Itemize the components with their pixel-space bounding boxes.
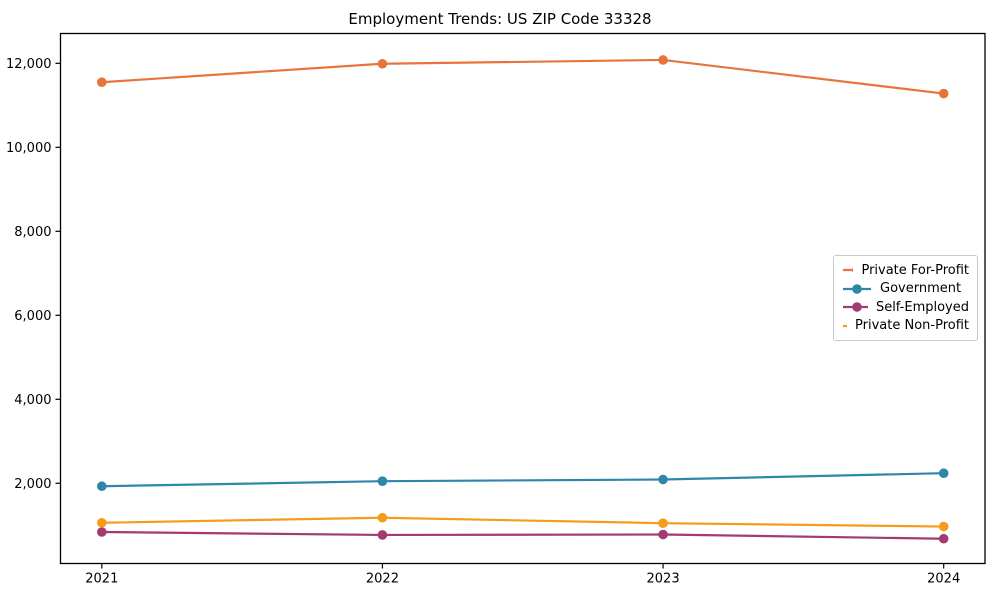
legend-label: Government xyxy=(880,281,962,297)
series-line xyxy=(100,516,945,528)
series-line xyxy=(100,58,945,95)
legend-label: Private Non-Profit xyxy=(855,318,969,334)
legend-label: Private For-Profit xyxy=(861,262,969,278)
chart-title: Employment Trends: US ZIP Code 33328 xyxy=(348,10,652,28)
data-point-marker xyxy=(97,481,107,492)
legend-label: Self-Employed xyxy=(875,299,969,315)
legend-item: Private Non-Profit xyxy=(842,317,969,336)
data-point-marker xyxy=(377,58,388,69)
y-tick-label: 12,000 xyxy=(6,57,52,72)
data-point-marker xyxy=(938,521,949,532)
legend: Private For-Profit Government Self-Employe… xyxy=(833,255,978,341)
data-point-marker xyxy=(377,530,388,540)
legend-marker-icon xyxy=(843,267,854,274)
data-point-marker xyxy=(658,518,668,528)
data-point-marker xyxy=(658,529,668,540)
axes-frame xyxy=(59,32,986,565)
y-tick-label: 2,000 xyxy=(14,477,51,492)
data-point-marker xyxy=(97,77,107,88)
legend-marker-icon xyxy=(843,302,868,313)
data-point-marker xyxy=(97,527,107,537)
legend-marker-icon xyxy=(843,324,848,327)
series-line xyxy=(100,530,945,540)
x-tick-label: 2021 xyxy=(85,572,118,587)
data-point-marker xyxy=(658,55,668,65)
data-point-marker xyxy=(938,533,949,544)
y-tick-label: 6,000 xyxy=(14,309,51,324)
y-tick-label: 8,000 xyxy=(14,225,51,240)
legend-marker-icon xyxy=(843,283,871,294)
data-point-marker xyxy=(938,468,949,479)
data-point-marker xyxy=(377,476,388,486)
y-tick-label: 4,000 xyxy=(14,393,51,408)
y-tick-label: 10,000 xyxy=(6,141,52,156)
x-tick-label: 2024 xyxy=(927,572,960,587)
data-point-marker xyxy=(938,88,949,99)
x-tick-label: 2022 xyxy=(366,572,399,587)
data-point-marker xyxy=(658,474,668,485)
data-point-marker xyxy=(377,512,388,523)
legend-item: Private For-Profit xyxy=(842,261,969,280)
x-tick-label: 2023 xyxy=(647,572,680,587)
legend-item: Self-Employed xyxy=(842,298,969,317)
data-point-marker xyxy=(97,517,107,528)
series-line xyxy=(100,472,945,488)
legend-item: Government xyxy=(842,280,969,299)
